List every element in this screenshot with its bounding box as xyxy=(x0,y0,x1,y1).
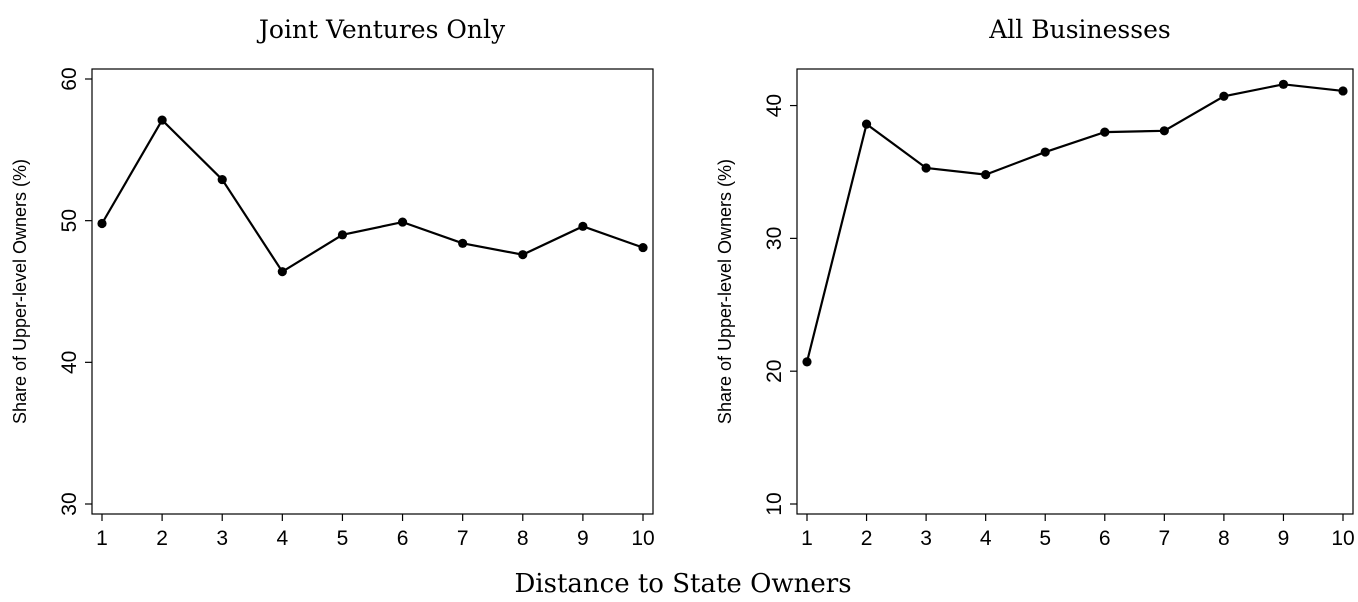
data-point xyxy=(337,230,348,240)
x-tick-label: 3 xyxy=(216,527,228,550)
data-point xyxy=(802,357,812,367)
x-tick-label: 9 xyxy=(1278,527,1290,550)
data-point xyxy=(157,115,167,125)
x-tick-label: 2 xyxy=(156,527,168,550)
x-tick-label: 4 xyxy=(276,527,288,550)
y-tick-label: 20 xyxy=(763,360,786,383)
x-tick-label: 7 xyxy=(457,527,469,550)
data-point xyxy=(578,221,588,231)
chart-title: All Businesses xyxy=(988,15,1170,44)
y-tick-label: 30 xyxy=(58,492,81,515)
series-line xyxy=(101,118,644,274)
x-tick-label: 8 xyxy=(517,527,529,550)
x-tick-label: 5 xyxy=(1039,527,1051,550)
x-tick-label: 1 xyxy=(96,527,108,550)
x-tick-label: 2 xyxy=(861,527,873,550)
x-tick-label: 3 xyxy=(920,527,932,550)
data-point xyxy=(1100,127,1110,137)
x-tick-label: 6 xyxy=(397,527,409,550)
data-point xyxy=(1040,147,1050,157)
data-point xyxy=(1159,126,1169,136)
y-tick-label: 60 xyxy=(58,67,81,90)
y-axis-label: Share of Upper-level Owners (%) xyxy=(10,159,30,424)
y-tick-label: 50 xyxy=(58,209,81,232)
data-point xyxy=(458,238,468,248)
data-point xyxy=(1219,91,1229,101)
series-line xyxy=(805,83,1344,363)
data-point xyxy=(861,119,872,129)
data-point xyxy=(97,218,107,229)
y-tick-label: 10 xyxy=(763,492,786,515)
x-tick-label: 1 xyxy=(801,527,813,550)
x-tick-label: 7 xyxy=(1158,527,1170,550)
x-tick-label: 9 xyxy=(577,527,589,550)
data-point xyxy=(921,163,931,173)
x-tick-label: 10 xyxy=(631,527,654,550)
plot-frame xyxy=(91,68,654,515)
data-point xyxy=(1338,86,1348,96)
data-point xyxy=(638,242,648,253)
y-tick-label: 30 xyxy=(763,227,786,250)
data-point xyxy=(518,250,528,260)
data-point xyxy=(981,170,991,180)
shared-x-axis-label: Distance to State Owners xyxy=(514,569,851,599)
right-panel: All Businesses Share of Upper-level Owner… xyxy=(715,15,1355,550)
x-tick-label: 5 xyxy=(337,527,349,550)
data-point xyxy=(277,267,287,277)
data-point xyxy=(217,174,227,185)
y-tick-label: 40 xyxy=(58,351,81,374)
data-point xyxy=(397,217,408,227)
plot-frame xyxy=(796,68,1354,515)
left-panel: Joint Ventures Only Share of Upper-level … xyxy=(10,15,655,550)
chart-title: Joint Ventures Only xyxy=(256,15,506,44)
x-tick-label: 4 xyxy=(980,527,992,550)
data-point xyxy=(1278,79,1289,89)
y-axis-label: Share of Upper-level Owners (%) xyxy=(715,159,735,424)
x-tick-label: 6 xyxy=(1099,527,1111,550)
x-tick-label: 10 xyxy=(1331,527,1354,550)
y-tick-label: 40 xyxy=(763,94,786,117)
x-tick-label: 8 xyxy=(1218,527,1230,550)
